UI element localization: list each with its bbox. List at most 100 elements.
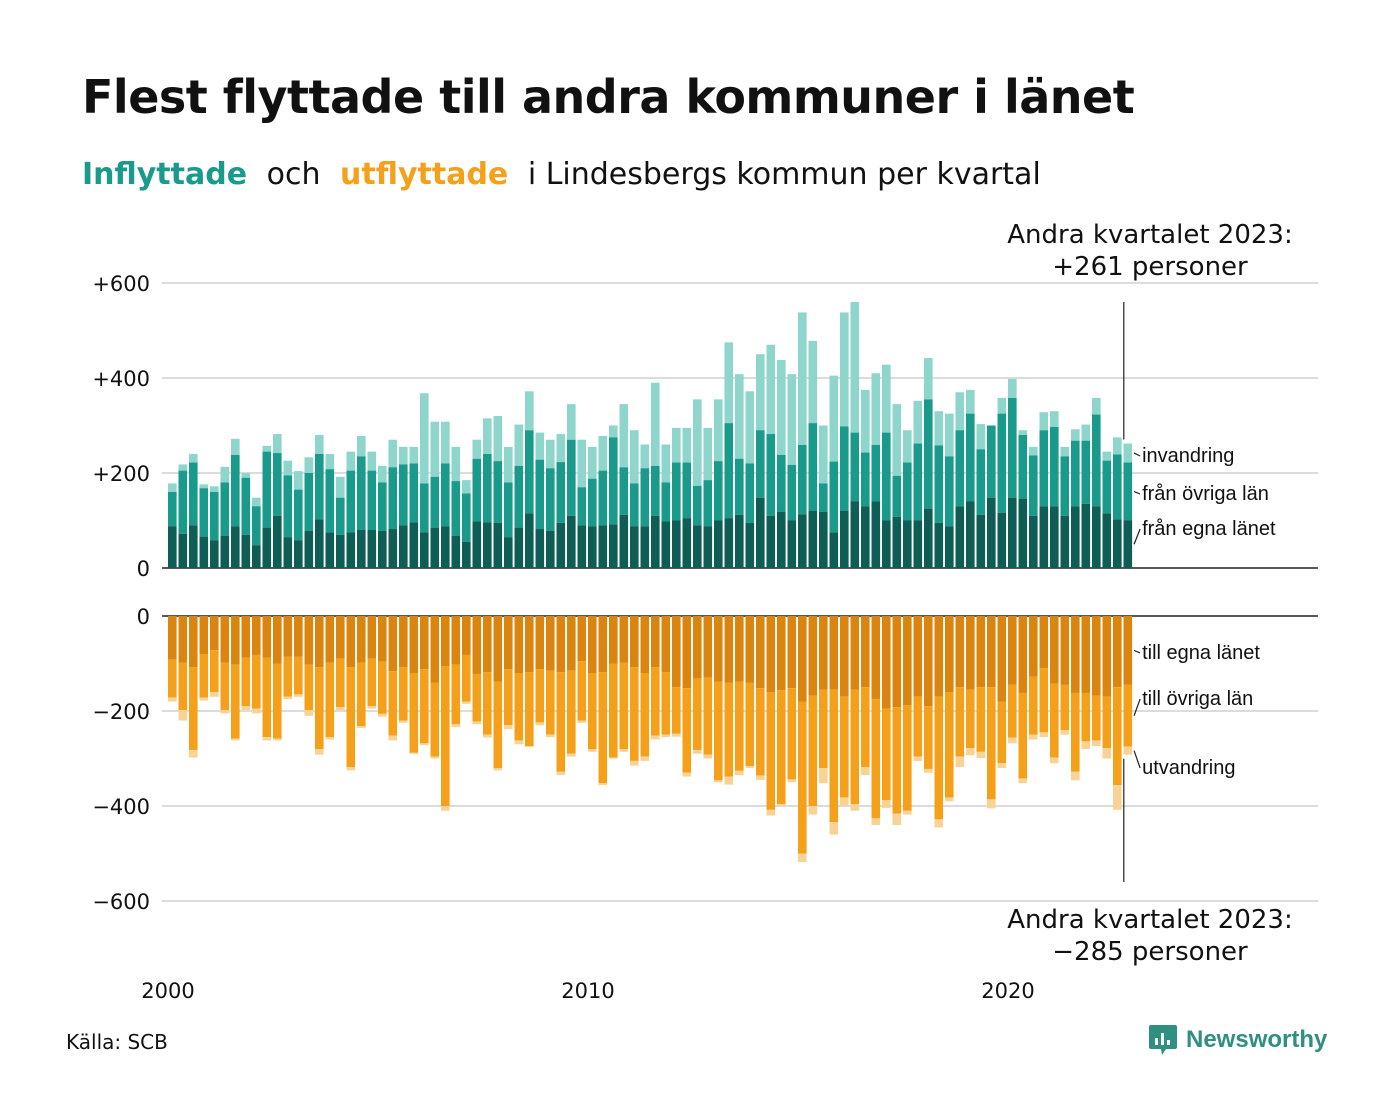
bar-outflow-ovriga-lan (514, 673, 524, 741)
bar-inflow-invandring (966, 389, 975, 414)
bar-inflow-invandring (556, 434, 566, 463)
bar-inflow-ovriga-lan (399, 464, 408, 526)
bar-inflow-egna-lanet (976, 514, 986, 568)
bar-inflow-invandring (210, 486, 219, 492)
bar-inflow-ovriga-lan (262, 451, 272, 528)
bar-outflow-egna-lanet (514, 616, 524, 673)
bar-inflow-invandring (178, 464, 188, 471)
bar-inflow-ovriga-lan (682, 462, 692, 519)
bar-outflow-egna-lanet (682, 616, 692, 689)
bar-inflow-invandring (840, 312, 849, 427)
bar-inflow-ovriga-lan (336, 497, 345, 535)
bar-inflow-invandring (745, 391, 755, 464)
bar-inflow-egna-lanet (819, 511, 828, 568)
bar-outflow-egna-lanet (798, 616, 807, 702)
bar-outflow-utvandring (273, 738, 282, 741)
bar-inflow-invandring (945, 413, 954, 457)
bar-outflow-ovriga-lan (399, 667, 408, 721)
bar-inflow-egna-lanet (1039, 506, 1049, 568)
bar-inflow-egna-lanet (1050, 506, 1059, 568)
bar-outflow-utvandring (1081, 741, 1091, 749)
bar-outflow-ovriga-lan (661, 672, 671, 735)
bar-inflow-ovriga-lan (514, 465, 524, 528)
bar-outflow-ovriga-lan (546, 670, 555, 735)
bar-outflow-utvandring (399, 720, 408, 723)
bar-inflow-ovriga-lan (451, 481, 461, 536)
bar-inflow-egna-lanet (1123, 520, 1133, 568)
bar-inflow-invandring (420, 393, 429, 484)
bar-inflow-ovriga-lan (766, 434, 776, 516)
bar-outflow-egna-lanet (787, 616, 797, 689)
bar-outflow-utvandring (871, 818, 881, 825)
bar-inflow-egna-lanet (514, 527, 524, 568)
bar-outflow-utvandring (966, 748, 975, 756)
bar-outflow-ovriga-lan (535, 669, 545, 723)
bar-outflow-egna-lanet (619, 616, 629, 663)
bar-outflow-ovriga-lan (682, 688, 692, 773)
bar-inflow-invandring (220, 466, 230, 483)
bar-inflow-egna-lanet (850, 501, 860, 568)
bar-outflow-ovriga-lan (777, 690, 786, 805)
bar-inflow-ovriga-lan (630, 483, 639, 527)
bar-outflow-ovriga-lan (294, 656, 303, 695)
bar-outflow-egna-lanet (850, 616, 860, 690)
bar-inflow-invandring (934, 411, 944, 446)
bar-inflow-ovriga-lan (378, 482, 387, 531)
bar-outflow-ovriga-lan (220, 662, 230, 711)
bar-inflow-ovriga-lan (357, 456, 366, 530)
bar-outflow-egna-lanet (976, 616, 986, 688)
bar-outflow-ovriga-lan (1092, 695, 1101, 741)
bar-inflow-egna-lanet (168, 526, 177, 568)
bar-outflow-egna-lanet (367, 616, 377, 659)
bar-inflow-ovriga-lan (976, 449, 986, 515)
bar-outflow-egna-lanet (168, 616, 177, 660)
bar-outflow-utvandring (861, 767, 870, 776)
bar-outflow-egna-lanet (525, 616, 534, 673)
bar-outflow-ovriga-lan (735, 681, 744, 771)
bar-outflow-utvandring (220, 710, 230, 714)
legend-label-in: från egna länet (1142, 518, 1276, 540)
bar-inflow-egna-lanet (934, 522, 944, 568)
bar-inflow-ovriga-lan (1102, 460, 1112, 514)
bar-inflow-invandring (808, 340, 818, 424)
bar-inflow-egna-lanet (630, 526, 639, 568)
y-tick-bottom: −600 (92, 890, 150, 914)
y-tick-bottom: −200 (92, 700, 150, 724)
x-tick: 2020 (981, 979, 1034, 1003)
bar-inflow-ovriga-lan (220, 482, 230, 536)
bar-inflow-egna-lanet (1029, 515, 1038, 568)
bar-inflow-egna-lanet (871, 501, 881, 568)
bar-outflow-utvandring (924, 768, 933, 773)
bar-inflow-invandring (493, 416, 503, 462)
bar-outflow-utvandring (798, 853, 807, 863)
bar-inflow-invandring (441, 421, 450, 464)
bar-outflow-ovriga-lan (630, 667, 639, 761)
bar-outflow-egna-lanet (693, 616, 702, 679)
bar-inflow-egna-lanet (840, 511, 849, 568)
y-tick-bottom: 0 (137, 605, 150, 629)
bar-outflow-utvandring (577, 720, 587, 723)
bar-inflow-egna-lanet (1092, 506, 1101, 568)
bar-outflow-utvandring (241, 706, 251, 711)
bar-inflow-invandring (451, 446, 461, 482)
bar-outflow-utvandring (483, 734, 492, 738)
bar-outflow-egna-lanet (997, 616, 1007, 702)
bar-outflow-egna-lanet (336, 616, 345, 659)
bar-inflow-egna-lanet (892, 516, 902, 568)
bar-inflow-invandring (357, 435, 366, 457)
bar-outflow-utvandring (1039, 732, 1049, 738)
bar-outflow-utvandring (451, 724, 461, 728)
bar-outflow-egna-lanet (903, 616, 912, 706)
bar-outflow-ovriga-lan (714, 681, 723, 781)
bar-outflow-egna-lanet (840, 616, 849, 697)
bar-inflow-egna-lanet (273, 515, 282, 568)
bar-outflow-utvandring (693, 749, 702, 754)
bar-outflow-utvandring (472, 721, 482, 725)
legend-leader (1133, 490, 1141, 495)
bar-inflow-egna-lanet (493, 522, 503, 568)
bar-outflow-ovriga-lan (808, 695, 818, 806)
bar-outflow-utvandring (714, 780, 723, 783)
bar-inflow-invandring (294, 471, 303, 490)
bar-outflow-ovriga-lan (703, 677, 713, 755)
bar-outflow-egna-lanet (892, 616, 902, 708)
